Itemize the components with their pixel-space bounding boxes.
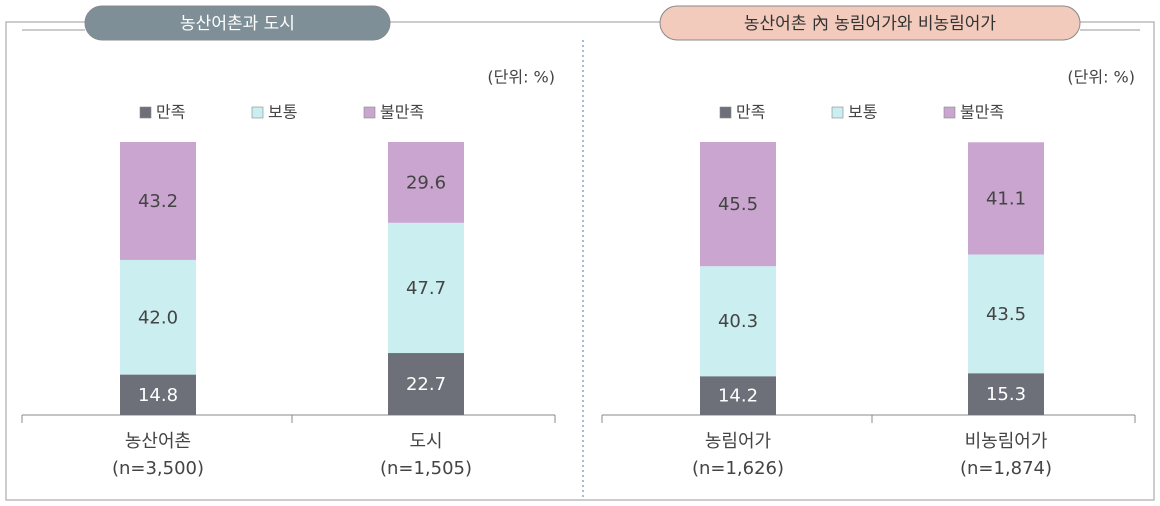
bar-segment: [120, 374, 196, 415]
category-label: 농산어촌: [125, 431, 191, 452]
unit-label: (단위: %): [487, 68, 555, 87]
bar-segment: [968, 254, 1044, 374]
bar-segment: [700, 142, 776, 267]
sample-size: (n=1,626): [692, 458, 784, 479]
bar-segment: [700, 376, 776, 415]
value-label: 45.5: [718, 194, 758, 215]
legend-swatch: [943, 106, 956, 119]
value-label: 29.6: [406, 172, 446, 193]
frame: [5, 21, 1155, 501]
chart-title: 농산어촌과 도시: [180, 14, 295, 34]
sample-size: (n=1,505): [380, 458, 472, 479]
value-label: 43.5: [986, 304, 1026, 325]
legend-label: 보통: [848, 103, 877, 122]
bar-segment: [388, 222, 464, 354]
value-label: 22.7: [406, 374, 446, 395]
title-pill: [84, 5, 391, 41]
value-label: 15.3: [986, 384, 1026, 405]
value-label: 14.2: [718, 386, 758, 407]
legend-label: 만족: [156, 103, 185, 122]
bar-segment: [968, 142, 1044, 255]
bar-segment: [968, 373, 1044, 415]
legend-swatch: [831, 106, 844, 119]
value-label: 43.2: [138, 191, 178, 212]
legend-swatch: [139, 106, 152, 119]
unit-label: (단위: %): [1067, 68, 1135, 87]
legend-swatch: [719, 106, 732, 119]
value-label: 41.1: [986, 188, 1026, 209]
bar-segment: [388, 353, 464, 415]
bar-segment: [120, 259, 196, 375]
title-pill: [659, 5, 1081, 41]
chart-title: 농산어촌 內 농림어가와 비농림어가: [744, 14, 997, 34]
value-label: 42.0: [138, 307, 178, 328]
sample-size: (n=3,500): [112, 458, 204, 479]
legend-label: 보통: [268, 103, 297, 122]
value-label: 14.8: [138, 385, 178, 406]
sample-size: (n=1,874): [960, 458, 1052, 479]
bar-segment: [120, 142, 196, 260]
category-label: 비농림어가: [965, 431, 1048, 452]
legend-swatch: [363, 106, 376, 119]
value-label: 40.3: [718, 311, 758, 332]
bar-segment: [700, 266, 776, 377]
legend-label: 만족: [736, 103, 765, 122]
legend-swatch: [251, 106, 264, 119]
legend-label: 불만족: [380, 103, 424, 122]
category-label: 농림어가: [705, 431, 771, 452]
bar-segment: [388, 142, 464, 223]
category-label: 도시: [409, 431, 442, 452]
legend-label: 불만족: [960, 103, 1004, 122]
value-label: 47.7: [406, 278, 446, 299]
